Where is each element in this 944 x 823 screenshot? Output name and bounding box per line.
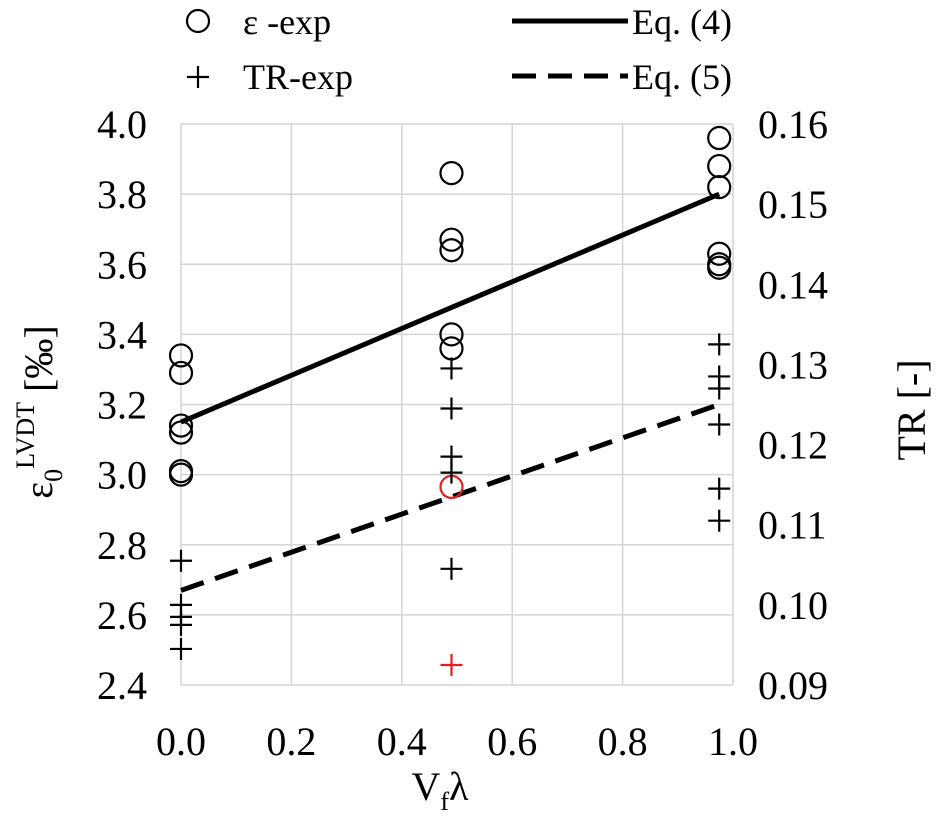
legend-label-eq4: Eq. (4) xyxy=(632,2,732,42)
legend-marker-plus xyxy=(187,66,209,88)
data-point-circle xyxy=(707,241,732,266)
y-left-tick-label: 4.0 xyxy=(97,102,147,147)
data-point-plus xyxy=(708,509,731,532)
data-point-plus xyxy=(170,637,192,660)
y-right-tick-label: 0.16 xyxy=(758,102,828,147)
x-tick-label: 0.4 xyxy=(377,719,427,764)
data-point-plus xyxy=(708,333,731,356)
data-point-circle xyxy=(707,255,732,280)
legend-label-eps-exp: ε -exp xyxy=(243,2,331,42)
data-point-circle xyxy=(168,413,194,438)
y-left-tick-label: 2.8 xyxy=(97,523,147,568)
data-point-plus xyxy=(708,477,731,500)
data-point-circle xyxy=(707,153,732,179)
legend-marker-circle xyxy=(185,8,211,34)
y-left-tick-label: 3.0 xyxy=(97,453,147,498)
data-point-circle xyxy=(439,336,464,361)
data-point-plus xyxy=(440,557,463,580)
y-left-tick-label: 2.4 xyxy=(97,663,147,708)
x-tick-label: 1.0 xyxy=(708,719,758,764)
x-tick-label: 0.6 xyxy=(487,719,537,764)
y-right-tick-label: 0.09 xyxy=(758,663,828,708)
data-point-plus xyxy=(440,461,463,484)
data-point-circle xyxy=(168,360,194,386)
y-right-tick-label: 0.11 xyxy=(758,503,827,548)
y-axis-right-title: TR [-] xyxy=(889,359,934,460)
x-axis-title: Vfλ xyxy=(412,764,470,816)
data-point-circle xyxy=(168,420,194,445)
data-point-plus xyxy=(440,357,463,380)
data-point-circle xyxy=(707,125,732,151)
data-point-plus xyxy=(708,377,731,400)
data-point-circle xyxy=(168,462,194,487)
data-point-circle xyxy=(439,238,464,263)
y-left-tick-label: 3.4 xyxy=(97,312,147,357)
fit-lines xyxy=(180,191,721,593)
legend-label-tr-exp: TR-exp xyxy=(243,57,353,97)
y-left-tick-label: 3.2 xyxy=(97,383,147,428)
x-tick-label: 0.2 xyxy=(266,719,316,764)
svg-text:TR [-]: TR [-] xyxy=(889,359,934,460)
data-point-circle xyxy=(439,227,464,252)
data-markers xyxy=(168,125,732,676)
x-tick-label: 0.8 xyxy=(598,719,648,764)
y-right-tick-label: 0.10 xyxy=(758,583,828,628)
data-point-circle xyxy=(439,160,464,186)
data-point-circle xyxy=(168,343,194,368)
tick-labels: 2.4 2.6 2.8 3.0 3.2 3.4 3.6 3.8 4.0 0.0 0.2 0.4 0.6 0… xyxy=(97,102,828,764)
legend: ε -exp TR-exp Eq. (4) Eq. (5) xyxy=(185,2,732,97)
data-point-plus xyxy=(170,613,192,636)
y-left-tick-label: 3.6 xyxy=(97,242,147,287)
svg-text:Vfλ: Vfλ xyxy=(412,764,470,816)
data-point-plus xyxy=(440,653,463,676)
data-point-plus xyxy=(440,397,463,420)
svg-text:ε0LVDT [‰]: ε0LVDT [‰] xyxy=(11,325,68,498)
eq4-line xyxy=(180,191,721,425)
y-right-tick-label: 0.15 xyxy=(758,182,828,227)
grid xyxy=(180,123,734,686)
y-axis-left-title: ε0LVDT [‰] xyxy=(11,325,68,498)
data-point-circle xyxy=(707,175,732,200)
data-point-plus xyxy=(170,549,192,572)
y-right-tick-label: 0.14 xyxy=(758,262,828,307)
data-point-plus xyxy=(708,413,731,436)
y-left-tick-label: 3.8 xyxy=(97,172,147,217)
y-left-tick-label: 2.6 xyxy=(97,593,147,638)
eq5-line xyxy=(180,402,721,593)
y-right-tick-label: 0.12 xyxy=(758,423,828,468)
legend-label-eq5: Eq. (5) xyxy=(632,57,732,97)
y-right-tick-label: 0.13 xyxy=(758,342,828,387)
x-tick-label: 0.0 xyxy=(156,719,206,764)
data-point-circle xyxy=(439,322,464,347)
